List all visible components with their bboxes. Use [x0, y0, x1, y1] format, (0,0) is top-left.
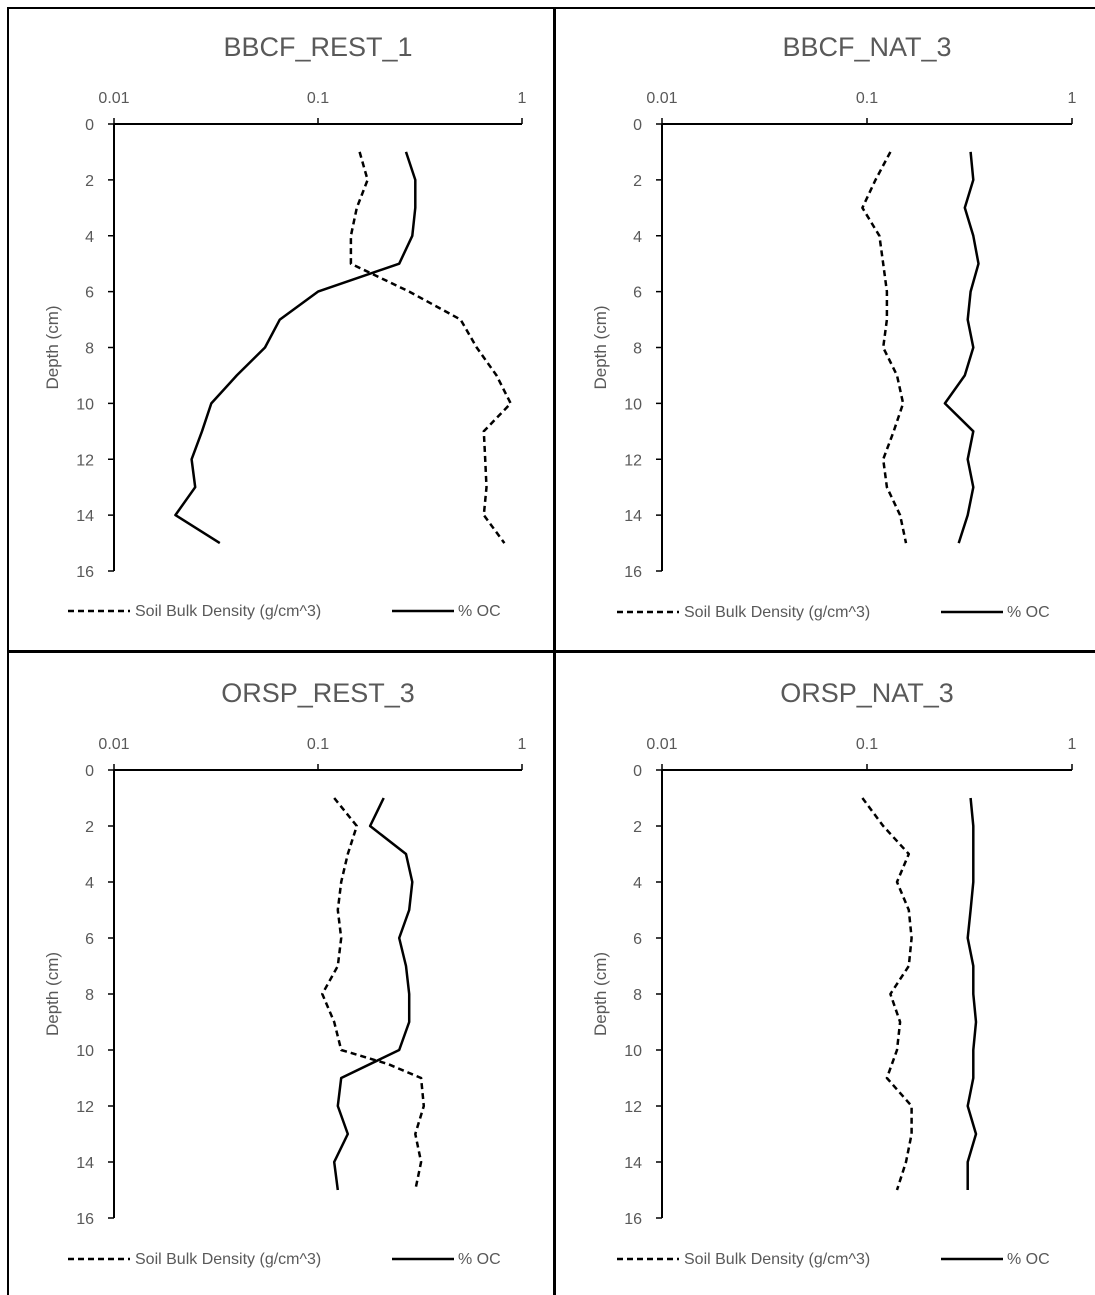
y-tick-label: 10 — [624, 396, 642, 413]
series-line-bulk-density — [861, 797, 913, 1191]
y-tick-label: 4 — [633, 875, 642, 892]
y-axis-label: Depth (cm) — [591, 305, 610, 389]
y-tick-label: 8 — [85, 341, 94, 358]
y-tick-label: 14 — [76, 508, 94, 525]
y-tick-label: 6 — [633, 285, 642, 302]
y-tick-label: 10 — [76, 1043, 94, 1060]
y-tick-label: 6 — [633, 931, 642, 948]
y-tick-label: 2 — [633, 173, 642, 190]
series-line-bulk-density — [861, 151, 908, 544]
x-tick-label: 0.01 — [98, 736, 129, 753]
series-line-oc — [332, 797, 414, 1191]
legend-label-bulk-density: Soil Bulk Density (g/cm^3) — [135, 603, 321, 620]
y-tick-label: 16 — [624, 1211, 642, 1228]
chart-panel-bbcf-nat-3: BBCF_NAT_3 0.01 0.1 1 0 2 4 6 8 10 12 14 16 Depth (cm… — [555, 0, 1095, 652]
legend-label-bulk-density: Soil Bulk Density (g/cm^3) — [684, 1251, 870, 1268]
y-tick-label: 0 — [633, 117, 642, 134]
series-line-oc — [966, 797, 978, 1190]
y-tick-label: 16 — [624, 564, 642, 581]
x-tick-label: 0.1 — [307, 736, 329, 753]
y-tick-label: 2 — [85, 819, 94, 836]
chart-title: BBCF_REST_1 — [223, 32, 412, 62]
y-tick-label: 14 — [624, 1155, 642, 1172]
x-tick-label: 1 — [518, 736, 527, 753]
y-tick-label: 10 — [76, 396, 94, 413]
y-tick-label: 0 — [633, 763, 642, 780]
y-tick-label: 12 — [76, 452, 94, 469]
x-tick-label: 1 — [1068, 90, 1077, 107]
y-tick-label: 6 — [85, 931, 94, 948]
x-tick-label: 0.1 — [856, 90, 878, 107]
x-tick-label: 0.1 — [307, 90, 329, 107]
y-tick-label: 16 — [76, 564, 94, 581]
chart-title: ORSP_REST_3 — [221, 678, 415, 708]
chart-panel-orsp-rest-3: ORSP_REST_3 0.01 0.1 1 0 2 4 6 8 10 12 14 16 Depth (c… — [0, 652, 555, 1295]
legend-label-oc: % OC — [1007, 1251, 1050, 1268]
chart-panel-orsp-nat-3: ORSP_NAT_3 0.01 0.1 1 0 2 4 6 8 10 12 14 16 Depth (cm… — [555, 652, 1095, 1295]
y-tick-label: 12 — [76, 1099, 94, 1116]
y-axis-label: Depth (cm) — [43, 952, 62, 1036]
y-tick-label: 10 — [624, 1043, 642, 1060]
y-tick-label: 4 — [633, 229, 642, 246]
chart-title: ORSP_NAT_3 — [780, 678, 954, 708]
y-axis-label: Depth (cm) — [591, 952, 610, 1036]
legend-label-bulk-density: Soil Bulk Density (g/cm^3) — [684, 604, 870, 621]
y-tick-label: 14 — [624, 508, 642, 525]
legend-label-oc: % OC — [458, 603, 501, 620]
y-tick-label: 12 — [624, 452, 642, 469]
series-line-bulk-density — [349, 151, 512, 544]
y-axis-label: Depth (cm) — [43, 305, 62, 389]
x-tick-label: 1 — [1068, 736, 1077, 753]
x-tick-label: 0.01 — [646, 736, 677, 753]
y-tick-label: 4 — [85, 875, 94, 892]
x-tick-label: 1 — [518, 90, 527, 107]
y-tick-label: 16 — [76, 1211, 94, 1228]
legend-label-bulk-density: Soil Bulk Density (g/cm^3) — [135, 1251, 321, 1268]
y-tick-label: 2 — [633, 819, 642, 836]
y-tick-label: 8 — [85, 987, 94, 1004]
y-tick-label: 8 — [633, 987, 642, 1004]
legend-label-oc: % OC — [1007, 604, 1050, 621]
x-tick-label: 0.1 — [856, 736, 878, 753]
y-tick-label: 4 — [85, 229, 94, 246]
series-line-bulk-density — [321, 797, 426, 1191]
series-line-oc — [174, 151, 417, 545]
x-tick-label: 0.01 — [98, 90, 129, 107]
chart-panel-bbcf-rest-1: BBCF_REST_1 0.01 0.1 1 0 2 4 6 8 10 12 14 16 Depth (c… — [0, 0, 555, 652]
y-tick-label: 6 — [85, 285, 94, 302]
y-tick-label: 0 — [85, 117, 94, 134]
y-tick-label: 0 — [85, 763, 94, 780]
y-tick-label: 12 — [624, 1099, 642, 1116]
frame-middle-horizontal — [7, 650, 1095, 653]
frame-top — [7, 7, 1095, 9]
y-tick-label: 8 — [633, 341, 642, 358]
x-tick-label: 0.01 — [646, 90, 677, 107]
y-tick-label: 2 — [85, 173, 94, 190]
y-tick-label: 14 — [76, 1155, 94, 1172]
chart-title: BBCF_NAT_3 — [782, 32, 951, 62]
series-line-oc — [943, 151, 980, 544]
legend-label-oc: % OC — [458, 1251, 501, 1268]
